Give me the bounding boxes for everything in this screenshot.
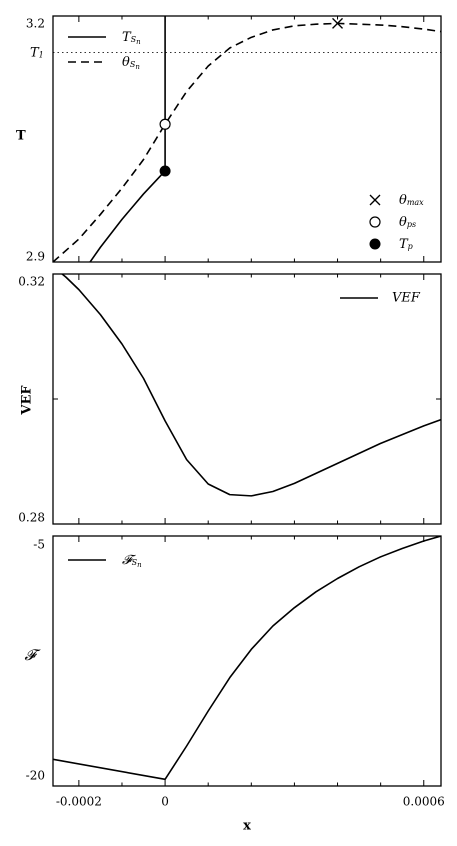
legend-theta-ps-symbol [369,216,381,228]
f-y-label: 𝓕 [24,646,41,664]
x-tick-label: -0.0002 [56,795,102,809]
legend-theta-max-symbol [369,194,381,206]
legend-theta-max-sub: max [407,198,424,207]
legend-f-sn-sub: S [132,558,138,567]
legend-t-sn-subsub: n [136,38,141,46]
legend-theta-ps-label: θps [399,215,416,230]
vef-ytick-top: 0.32 [18,275,45,289]
legend-f-sn-subsub: n [137,561,142,569]
legend-theta-sn-label: θSn [122,55,140,72]
series-line-0-1 [53,22,441,262]
theta-max-marker [332,17,343,29]
legend-t-sn-sub: S [131,35,137,44]
legend-vef-label: VEF [392,291,421,306]
vef-legend: VEF [340,291,421,306]
vef-y-label: VEF [20,385,35,416]
f-frame [52,535,442,787]
t1-label-main: T [30,45,40,60]
legend-theta-max-main: θ [399,193,407,208]
temperature-plot-area [53,16,441,262]
theta-ps-marker [159,118,171,130]
f-legend: 𝓕Sn [68,553,142,570]
panel-f: 𝓕 -5 -20 𝓕Sn [24,535,442,787]
vef-ytick-bottom: 0.28 [18,511,45,525]
vef-plot-area [60,274,441,497]
legend-tp-symbol [369,238,381,250]
x-tick-label: 0 [161,795,169,809]
f-ytick-bottom: -20 [26,769,45,783]
legend-lower: θmax θps Tp [369,193,424,252]
x-axis-label: x [243,819,251,834]
legend-tp-main: T [399,237,409,252]
tp-marker [159,165,171,177]
legend-theta-max-label: θmax [399,193,424,208]
legend-theta-sn-main: θ [122,55,130,70]
series-line-1-0 [60,274,441,497]
legend-tp-sub: p [408,242,413,251]
vef-ticks [53,274,441,524]
f-plot-area [53,536,441,781]
temperature-y-label: T [16,129,26,144]
x-tick-labels: -0.0002 0 0.0006 [56,795,445,809]
temperature-ytick-bottom: 2.9 [26,250,45,264]
f-ticks [78,536,425,786]
temperature-markers [159,17,343,177]
t1-reference-label: T1 [30,45,44,60]
legend-theta-sn-sub: S [130,60,136,69]
legend-t-sn-main: T [122,30,132,45]
legend-theta-sn-subsub: n [135,63,140,71]
temperature-frame [52,15,442,263]
legend-theta-ps-main: θ [399,215,407,230]
legend-theta-ps-sub: ps [407,220,416,229]
legend-upper: TSn θSn [68,30,141,72]
f-ytick-top: -5 [33,538,45,552]
vef-frame [52,273,442,525]
legend-tp-label: Tp [399,237,413,252]
series-line-0-0 [89,170,166,262]
panel-temperature: T 3.2 2.9 T1 TSn θSn θmax θps Tp [16,15,442,264]
legend-f-sn-label: 𝓕Sn [122,553,142,570]
panel-vef: VEF 0.32 0.28 VEF [18,273,442,525]
temperature-ytick-top: 3.2 [26,17,45,31]
legend-t-sn-label: TSn [122,30,141,47]
x-tick-label: 0.0006 [403,795,445,809]
series-line-2-0 [53,536,441,781]
t1-label-sub: 1 [39,50,44,59]
